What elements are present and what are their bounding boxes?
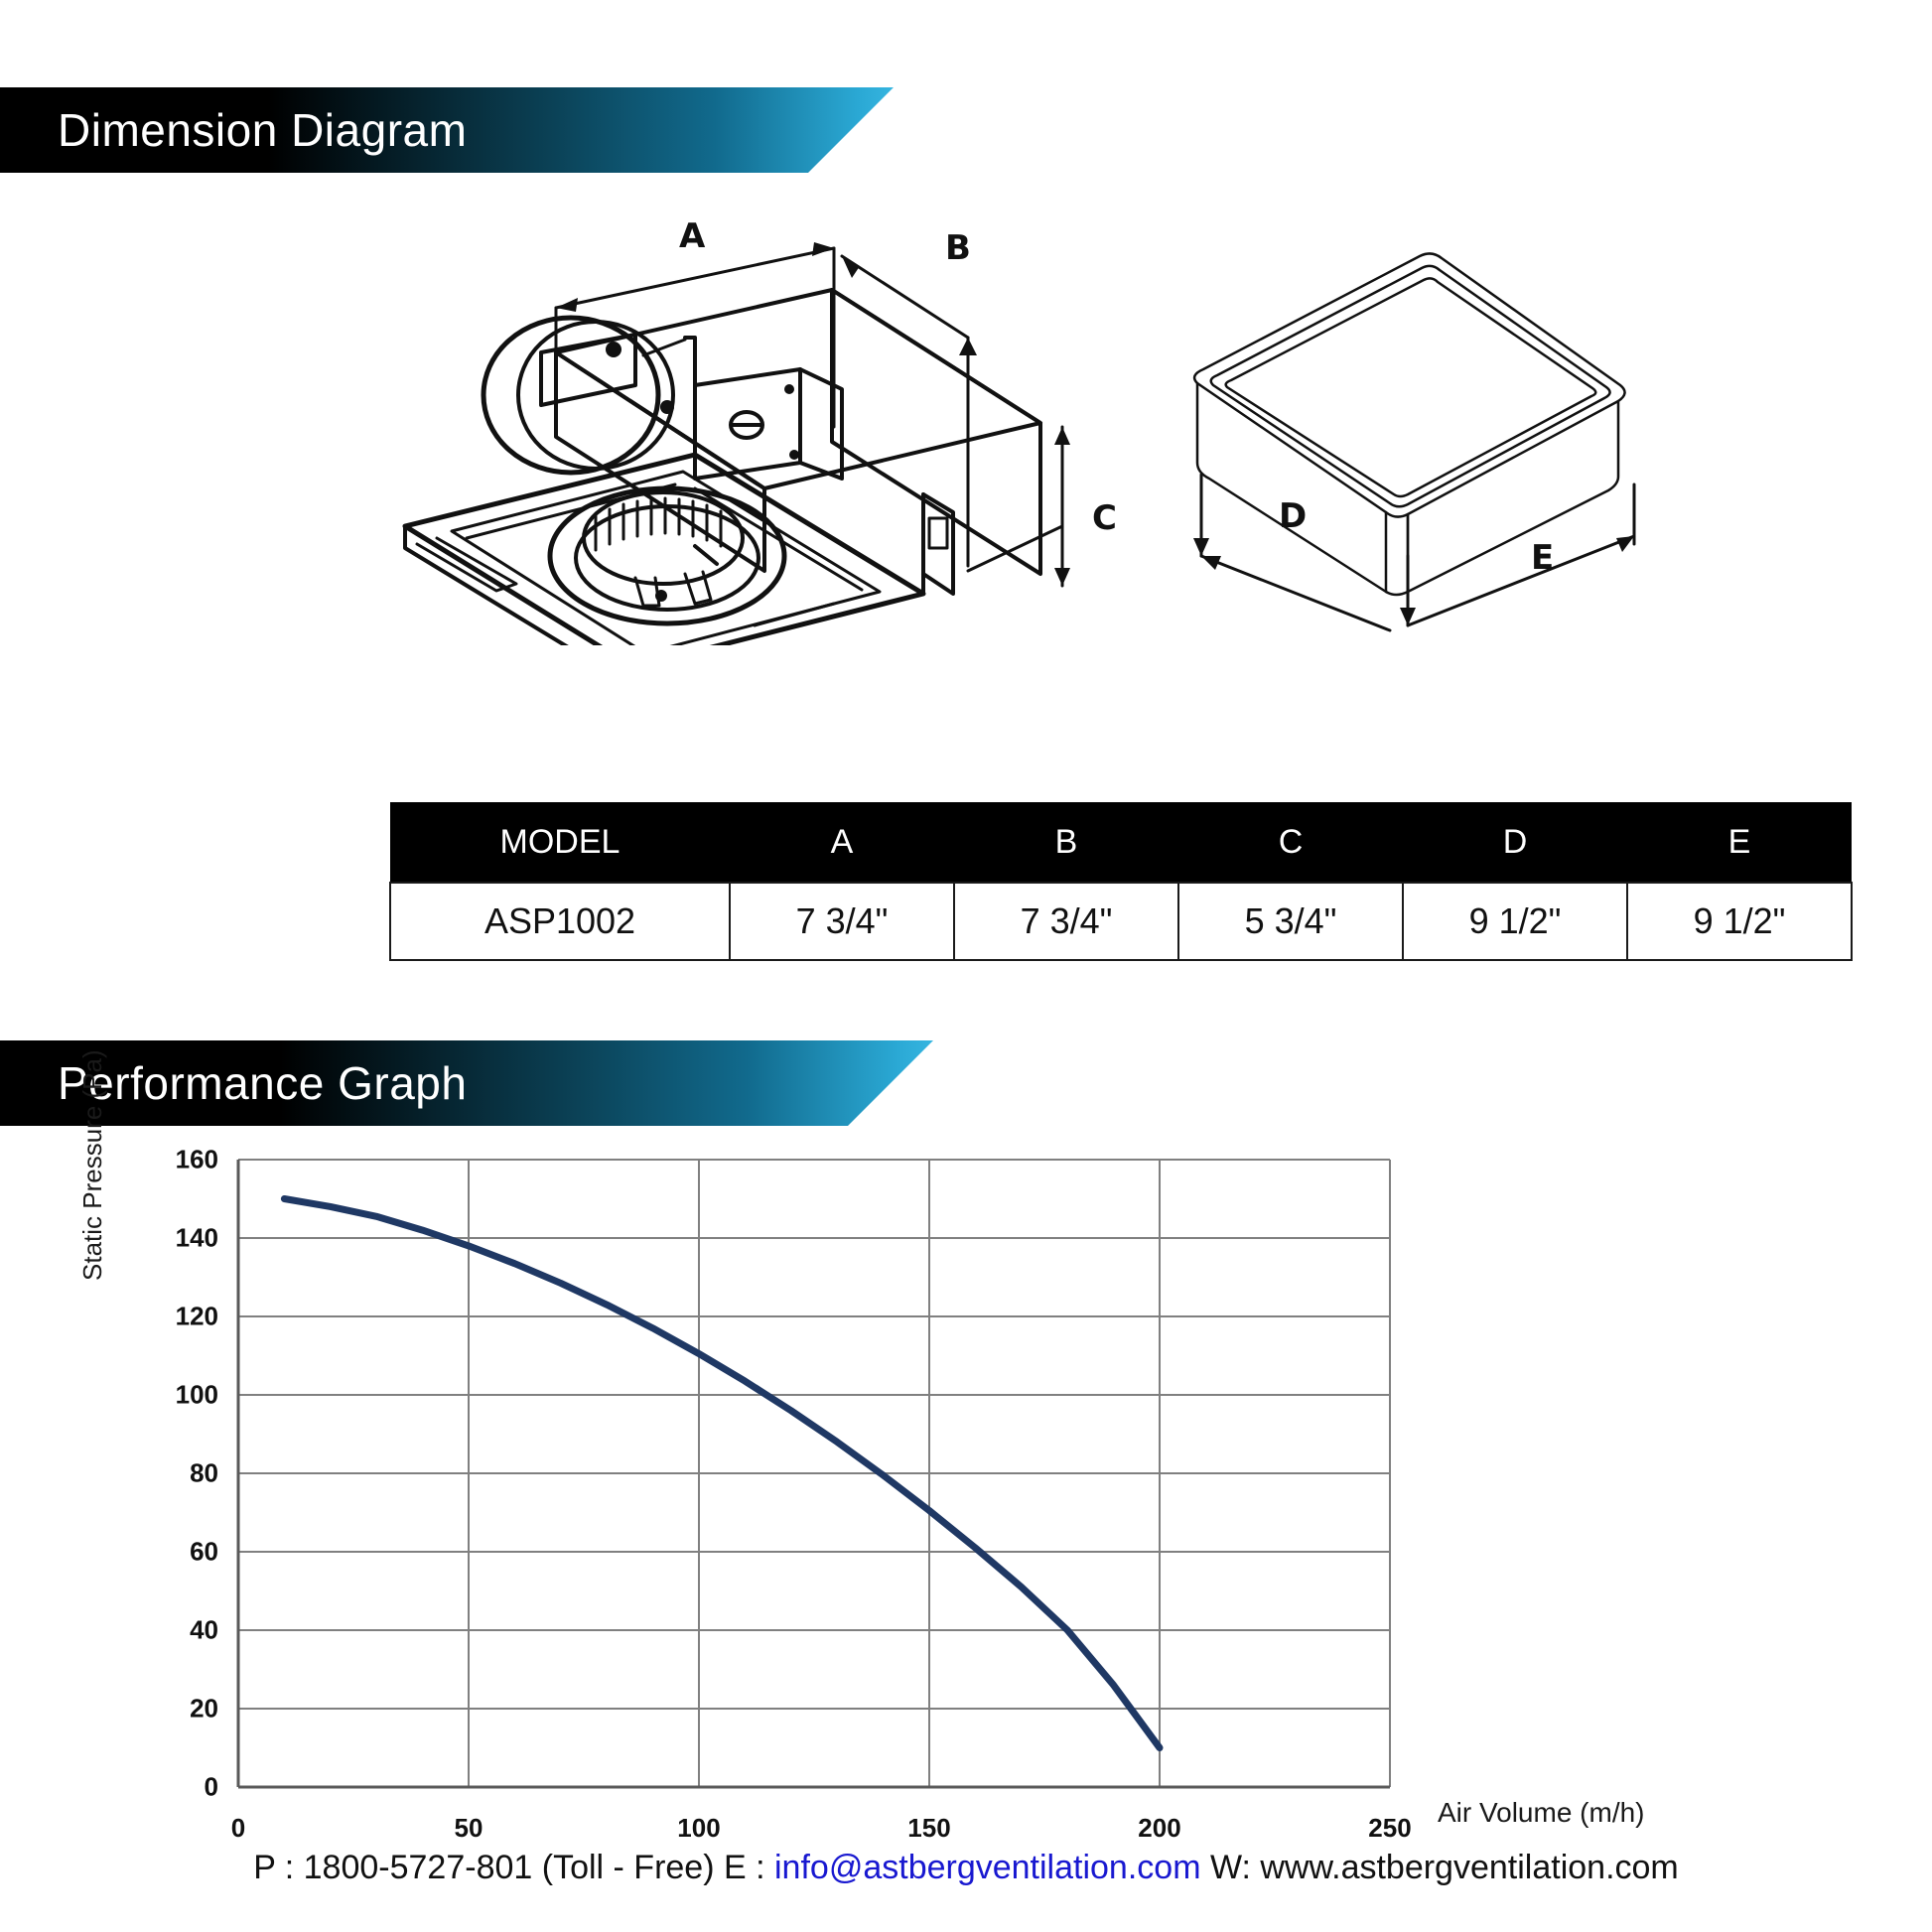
chart-x-tick-label: 100	[677, 1813, 721, 1843]
footer-contact: P : 1800-5727-801 (Toll - Free) E : info…	[0, 1849, 1932, 1887]
table-row: ASP1002 7 3/4" 7 3/4" 5 3/4" 9 1/2" 9 1/…	[389, 882, 1853, 961]
chart-y-tick-label: 120	[175, 1301, 218, 1331]
product-line-drawings	[402, 242, 1636, 689]
cell-model: ASP1002	[389, 882, 731, 961]
chart-y-tick-label: 0	[204, 1771, 218, 1802]
footer-website[interactable]: W: www.astbergventilation.com	[1200, 1849, 1679, 1886]
chart-y-tick-label: 160	[175, 1144, 218, 1174]
chart-x-tick-label: 50	[454, 1813, 483, 1843]
chart-y-tick-label: 20	[190, 1693, 218, 1724]
chart-y-tick-label: 80	[190, 1457, 218, 1488]
dimension-diagram-title: Dimension Diagram	[58, 104, 468, 156]
dimension-diagram-banner: Dimension Diagram	[0, 87, 894, 173]
dimension-label-b: B	[945, 228, 971, 268]
cell-c: 5 3/4"	[1177, 882, 1404, 961]
chart-y-tick-label: 140	[175, 1222, 218, 1253]
performance-graph-banner: Performance Graph	[0, 1040, 933, 1126]
table-header-c: C	[1178, 802, 1403, 883]
dimension-label-a: A	[679, 216, 706, 256]
cell-a: 7 3/4"	[729, 882, 955, 961]
dimension-spec-table: MODEL A B C D E ASP1002 7 3/4" 7 3/4" 5 …	[389, 802, 1853, 961]
cell-d: 9 1/2"	[1402, 882, 1628, 961]
chart-x-tick-label: 150	[907, 1813, 951, 1843]
table-header-row: MODEL A B C D E	[390, 802, 1852, 883]
dimension-line-e	[1400, 483, 1636, 627]
dimension-label-e: E	[1531, 538, 1555, 578]
table-header-a: A	[730, 802, 954, 883]
chart-x-tick-label: 250	[1368, 1813, 1412, 1843]
cell-b: 7 3/4"	[953, 882, 1179, 961]
chart-y-tick-label: 40	[190, 1614, 218, 1645]
chart-y-tick-label: 100	[175, 1379, 218, 1410]
table-header-e: E	[1627, 802, 1852, 883]
chart-y-axis-label: Static Pressure (Pa)	[77, 1049, 107, 1281]
dimension-label-d: D	[1279, 496, 1308, 536]
chart-series-line	[280, 1195, 1164, 1751]
footer-email[interactable]: info@astbergventilation.com	[774, 1849, 1201, 1886]
cell-e: 9 1/2"	[1626, 882, 1853, 961]
performance-graph-title: Performance Graph	[58, 1057, 468, 1109]
dimension-label-c: C	[1092, 498, 1117, 538]
chart-x-tick-label: 200	[1138, 1813, 1181, 1843]
table-header-model: MODEL	[390, 802, 730, 883]
chart-x-axis-label: Air Volume (m/h)	[1438, 1797, 1645, 1828]
dimension-line-c	[966, 425, 1070, 588]
table-header-d: D	[1403, 802, 1627, 883]
table-header-b: B	[954, 802, 1178, 883]
performance-chart-svg	[236, 1159, 1391, 1789]
footer-phone: P : 1800-5727-801 (Toll - Free) E :	[253, 1849, 774, 1886]
chart-y-tick-label: 60	[190, 1536, 218, 1567]
dimension-line-d	[1193, 473, 1392, 632]
chart-x-tick-label: 0	[230, 1813, 246, 1843]
performance-chart	[0, 1142, 1932, 1837]
dimension-drawing-area: A B C D E	[0, 216, 1932, 689]
grille-cover-drawing	[1192, 252, 1626, 597]
